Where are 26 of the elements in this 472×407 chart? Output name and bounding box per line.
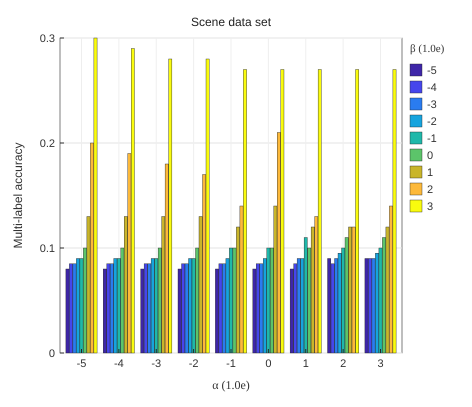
x-tick-label: 3 [377,358,384,370]
y-axis-title: Multi-label accuracy [11,142,25,249]
legend-label: 2 [427,184,434,196]
legend-title: β (1.0e) [410,43,445,55]
legend-label: -1 [427,133,437,145]
legend-label: -5 [427,65,437,77]
legend-label: 1 [427,167,434,179]
x-tick-label: -1 [226,358,236,370]
legend-label: -4 [427,82,437,94]
x-tick-label: -5 [76,358,86,370]
x-tick-label: -4 [114,358,124,370]
x-tick-label: 1 [302,358,309,370]
chart-title: Scene data set [190,15,272,29]
x-tick-label: -3 [151,358,162,370]
y-tick-label: 0 [48,348,55,360]
legend-label: -3 [427,99,437,111]
y-tick-label: 0.2 [40,138,55,150]
y-tick-label: 0.1 [40,242,55,255]
legend-label: 3 [427,201,434,213]
x-axis-title: α (1.0e) [212,378,250,392]
x-tick-label: 0 [265,358,272,370]
legend-label: -2 [427,116,437,128]
x-tick-label: 2 [340,358,346,370]
x-tick-label: -2 [188,358,199,370]
legend-label: 0 [427,150,434,162]
y-tick-label: 0.3 [40,32,55,45]
